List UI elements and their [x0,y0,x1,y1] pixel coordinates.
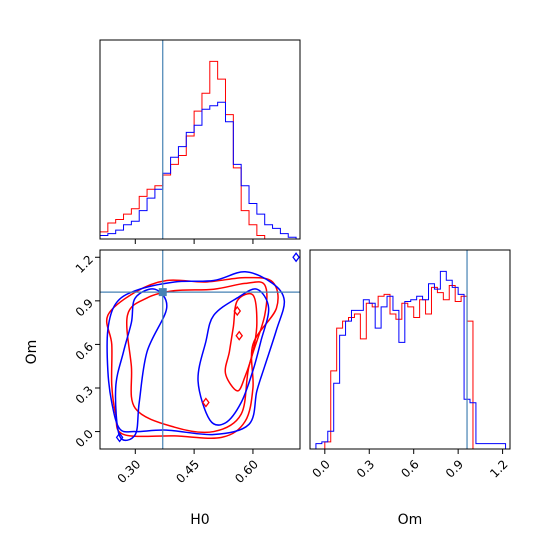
h0-hist-series-blue [100,101,297,239]
contour-blue-3 [106,271,286,436]
x-axis-label-om: Om [398,512,423,528]
om-hist-series-blue [315,270,507,449]
h0-histogram-panel [99,39,301,244]
joint-truth-marker [158,288,167,297]
contour-island-red-4 [235,330,244,341]
y-axis-label-om: Om [24,340,40,365]
om-hist-frame [309,249,511,450]
contour-island-blue-1 [292,252,300,263]
h0-hist-series-red [100,60,273,239]
contour-island-red-2 [202,397,210,408]
contour-red-0 [105,276,279,439]
contour-blue-4 [197,288,270,426]
contour-red-2 [224,292,258,392]
x-axis-label-h0: H0 [190,512,209,528]
contour-island-blue-0 [115,432,124,443]
contour-red-1 [126,281,268,434]
contour-island-red-3 [233,305,242,317]
h0-hist-frame [99,39,301,240]
contour-blue-5 [114,288,168,442]
joint-frame [99,249,301,450]
